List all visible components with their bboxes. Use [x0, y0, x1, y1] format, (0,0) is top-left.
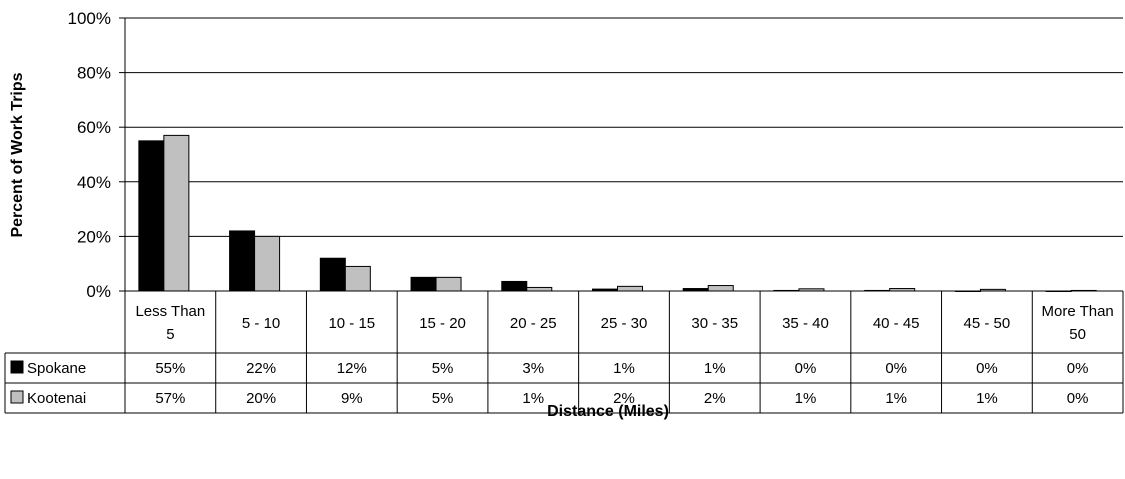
- bar-kootenai: [254, 235, 281, 292]
- bar-kootenai: [163, 134, 190, 292]
- legend-label-kootenai: Kootenai: [27, 390, 86, 407]
- data-label: 20%: [246, 390, 276, 407]
- y-tick-label: 80%: [77, 64, 111, 83]
- data-label: 1%: [704, 360, 726, 377]
- category-label: 45 - 50: [964, 315, 1011, 332]
- data-label: 0%: [1067, 390, 1089, 407]
- category-label: 30 - 35: [691, 315, 738, 332]
- bar-spokane: [501, 280, 528, 292]
- bar-spokane: [319, 257, 346, 292]
- y-tick-label: 100%: [68, 9, 111, 28]
- data-label: 2%: [704, 390, 726, 407]
- bar-kootenai: [707, 285, 734, 292]
- y-tick-label: 40%: [77, 173, 111, 192]
- data-label: 1%: [976, 390, 998, 407]
- bar-kootenai: [435, 276, 462, 292]
- data-label: 5%: [432, 360, 454, 377]
- category-label: 25 - 30: [601, 315, 648, 332]
- data-label: 55%: [155, 360, 185, 377]
- bar-spokane: [229, 230, 256, 292]
- category-label: 5 - 10: [242, 315, 280, 332]
- legend-label-spokane: Spokane: [27, 360, 86, 377]
- data-label: 57%: [155, 390, 185, 407]
- bar-spokane: [410, 276, 437, 292]
- bar-kootenai: [344, 265, 371, 292]
- data-label: 22%: [246, 360, 276, 377]
- axes: [119, 17, 126, 292]
- legend-swatch-kootenai: [10, 390, 24, 404]
- data-label: 0%: [976, 360, 998, 377]
- data-label: 5%: [432, 390, 454, 407]
- bar-kootenai: [526, 286, 553, 292]
- legend-swatch-spokane: [10, 360, 24, 374]
- category-label: 20 - 25: [510, 315, 557, 332]
- y-tick-label: 60%: [77, 118, 111, 137]
- category-label: 50: [1069, 326, 1086, 343]
- y-tick-label: 0%: [86, 282, 111, 301]
- data-label: 1%: [522, 390, 544, 407]
- x-axis-title: Distance (Miles): [547, 403, 669, 420]
- data-label: 1%: [795, 390, 817, 407]
- category-label: 15 - 20: [419, 315, 466, 332]
- data-label: 12%: [337, 360, 367, 377]
- category-label: 40 - 45: [873, 315, 920, 332]
- category-label: Less Than: [135, 303, 205, 320]
- data-table: Less Than 5 5 - 10 10 - 15 15 - 20 20 - 25 25 …: [4, 290, 1124, 414]
- category-label: 10 - 15: [328, 315, 375, 332]
- y-axis-ticks: 0% 20% 40% 60% 80% 100%: [68, 9, 111, 301]
- bar-kootenai: [617, 285, 643, 292]
- data-label: 9%: [341, 390, 363, 407]
- data-label: 0%: [885, 360, 907, 377]
- y-axis-title: Percent of Work Trips: [9, 72, 26, 237]
- category-label: 35 - 40: [782, 315, 829, 332]
- category-label: 5: [166, 326, 174, 343]
- bars: [138, 134, 1097, 292]
- data-label: 3%: [522, 360, 544, 377]
- y-tick-label: 20%: [77, 227, 111, 246]
- data-label: 2%: [613, 390, 635, 407]
- data-label: 0%: [1067, 360, 1089, 377]
- data-label: 1%: [613, 360, 635, 377]
- data-label: 1%: [885, 390, 907, 407]
- bar-spokane: [138, 140, 165, 292]
- data-label: 0%: [795, 360, 817, 377]
- category-label: More Than: [1042, 303, 1114, 320]
